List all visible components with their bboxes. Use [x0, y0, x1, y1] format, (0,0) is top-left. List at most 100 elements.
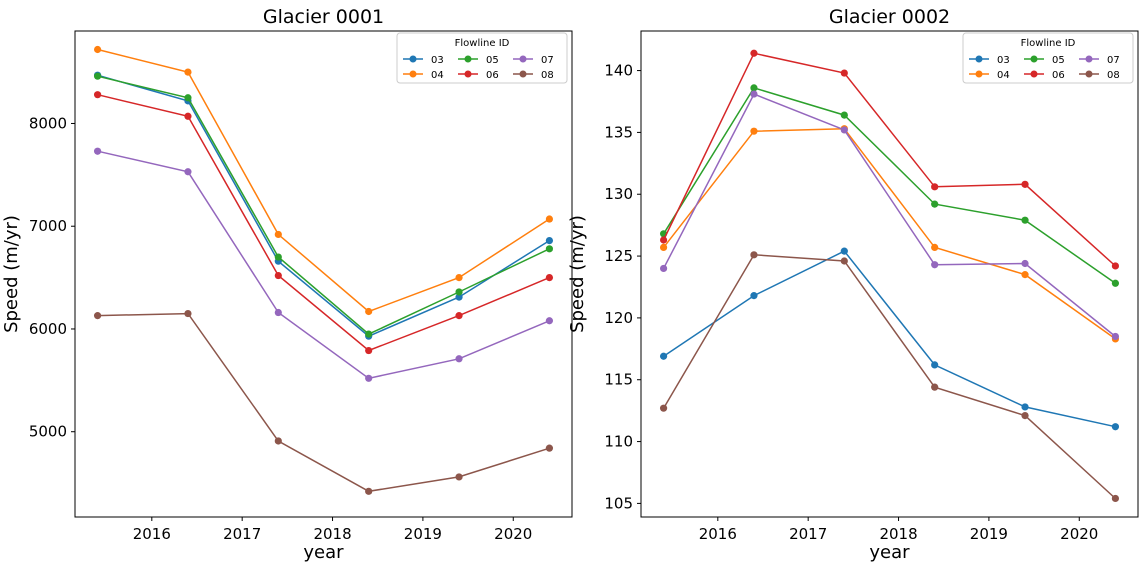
x-tick-label: 2019 [970, 525, 1008, 543]
data-point-05 [184, 94, 192, 102]
x-tick-label: 2020 [1060, 525, 1098, 543]
data-point-06 [274, 271, 282, 280]
series-line-03 [97, 74, 550, 338]
data-point-06 [750, 49, 758, 57]
data-point-03 [1021, 403, 1029, 411]
data-point-06 [184, 112, 192, 120]
series-line-04 [97, 48, 550, 313]
chart-panel-1: Glacier 0001 2016 2017 2018 2019 2020 5000 6000… [1, 6, 573, 563]
data-point-03 [840, 247, 848, 255]
y-tick-label: 110 [604, 433, 633, 451]
data-point-06 [840, 69, 848, 77]
legend-marker-07 [519, 55, 527, 63]
data-point-03 [750, 292, 758, 300]
x-tick-label: 2018 [313, 525, 351, 543]
data-point-08 [840, 257, 848, 265]
data-point-07 [931, 261, 939, 269]
legend-label-06: 06 [1052, 70, 1065, 81]
legend-label-03: 03 [431, 55, 444, 66]
data-point-08 [1111, 494, 1120, 503]
data-point-06 [545, 273, 554, 282]
legend: Flowline ID 03 04 05 06 07 08 [962, 32, 1134, 84]
legend-box [962, 32, 1134, 84]
y-tick-label: 140 [604, 62, 633, 80]
data-point-03 [1111, 423, 1120, 431]
data-point-07 [184, 168, 192, 176]
data-point-04 [274, 230, 282, 239]
data-point-05 [840, 111, 848, 119]
data-point-07 [365, 374, 373, 382]
data-point-06 [93, 91, 102, 99]
data-point-06 [1111, 262, 1120, 270]
chart-title: Glacier 0001 [263, 6, 384, 28]
data-point-08 [184, 309, 192, 318]
series-line-07 [662, 93, 1116, 338]
legend-label-07: 07 [1107, 55, 1120, 66]
data-point-05 [545, 245, 554, 253]
data-point-06 [1021, 180, 1029, 188]
legend-marker-03 [975, 55, 983, 63]
data-point-04 [184, 68, 192, 76]
legend-marker-07 [1085, 55, 1093, 63]
x-tick-label: 2017 [789, 525, 827, 543]
data-point-08 [931, 383, 939, 391]
x-tick-label: 2020 [494, 525, 532, 543]
x-tick-label: 2016 [133, 525, 171, 543]
legend-label-08: 08 [1107, 70, 1120, 81]
data-point-08 [365, 487, 373, 495]
data-point-03 [659, 352, 668, 360]
legend-marker-06 [464, 70, 472, 78]
data-point-07 [840, 126, 848, 134]
y-tick-label: 130 [604, 185, 633, 203]
legend-marker-03 [409, 55, 417, 63]
legend-marker-04 [409, 70, 417, 78]
data-point-06 [455, 312, 463, 320]
data-point-05 [1111, 279, 1120, 287]
data-point-05 [93, 72, 102, 80]
data-point-07 [750, 90, 758, 98]
series-line-07 [97, 150, 550, 380]
data-point-03 [455, 293, 463, 301]
data-point-07 [93, 147, 102, 155]
data-point-04 [545, 215, 554, 223]
data-point-08 [274, 437, 282, 445]
series-line-04 [663, 127, 1116, 340]
legend-marker-08 [519, 70, 527, 78]
legend-marker-08 [1085, 70, 1093, 78]
y-axis-label: Speed (m/yr) [1, 215, 22, 333]
data-point-07 [1021, 259, 1029, 268]
data-point-06 [931, 183, 939, 191]
y-tick-label: 8000 [29, 114, 67, 132]
x-tick-label: 2017 [223, 525, 261, 543]
data-point-08 [750, 251, 758, 259]
y-tick-label: 6000 [29, 320, 67, 338]
y-tick-label: 5000 [29, 423, 67, 441]
data-point-07 [1111, 332, 1120, 341]
data-point-05 [455, 288, 463, 296]
data-point-08 [93, 312, 102, 320]
y-tick-label: 115 [604, 371, 633, 389]
chart-panel-2: Glacier 0002 2016 2017 2018 2019 2020 105 110 11… [567, 6, 1139, 563]
series-line-05 [662, 87, 1116, 284]
data-point-04 [365, 307, 373, 316]
data-point-07 [274, 308, 282, 317]
legend-label-03: 03 [997, 55, 1010, 66]
y-tick-label: 105 [604, 494, 633, 512]
legend-label-06: 06 [486, 70, 499, 81]
legend-label-05: 05 [1052, 55, 1065, 66]
data-point-04 [659, 243, 668, 252]
legend-label-05: 05 [486, 55, 499, 66]
data-point-04 [931, 243, 939, 252]
data-point-04 [93, 45, 102, 54]
y-tick-label: 125 [604, 247, 633, 265]
series-line-08 [97, 312, 550, 493]
data-point-05 [1021, 216, 1029, 224]
series-line-08 [662, 254, 1116, 500]
x-axis-label: year [869, 542, 910, 563]
series-line-06 [662, 52, 1116, 267]
legend-marker-04 [975, 70, 983, 78]
legend-label-04: 04 [997, 70, 1010, 81]
data-point-05 [365, 330, 373, 338]
legend-label-08: 08 [541, 70, 554, 81]
